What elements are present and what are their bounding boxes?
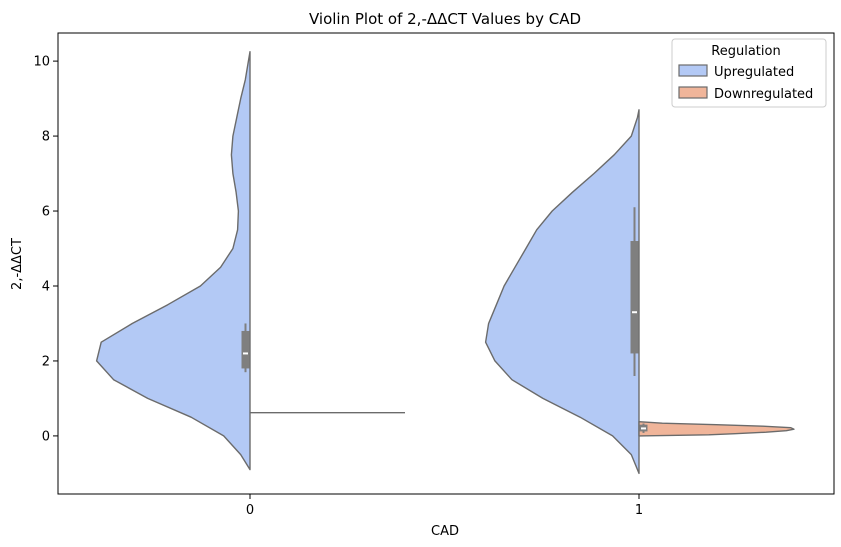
legend-swatch-downregulated (678, 86, 708, 99)
axes-frame (57, 32, 835, 495)
legend: Regulation Upregulated Downregulated (671, 38, 827, 108)
legend-frame (671, 38, 827, 108)
legend-title: Regulation (711, 44, 780, 59)
y-axis-label: 2,-ΔΔCT (10, 238, 25, 290)
x-tick-label: 0 (246, 503, 254, 518)
x-tick-label: 1 (635, 503, 643, 518)
plot-area (95, 51, 795, 475)
y-axis: 0 2 4 6 8 10 (33, 55, 58, 444)
legend-swatch-upregulated (678, 64, 708, 77)
legend-label-upregulated: Upregulated (714, 65, 794, 80)
violin-upregulated-cad-0 (95, 51, 251, 471)
iqr-box-upregulated-cad-1 (630, 241, 639, 354)
legend-label-downregulated: Downregulated (714, 87, 813, 102)
y-tick-label: 0 (42, 429, 50, 444)
chart-title: Violin Plot of 2,-ΔΔCT Values by CAD (309, 10, 581, 28)
violin-upregulated-cad-1 (484, 109, 640, 475)
x-axis-label: CAD (431, 524, 459, 539)
y-tick-label: 10 (33, 55, 50, 70)
y-tick-label: 8 (42, 130, 50, 145)
y-tick-label: 6 (42, 205, 50, 220)
y-tick-label: 4 (42, 279, 50, 294)
iqr-box-upregulated-cad-0 (241, 330, 250, 369)
y-tick-label: 2 (42, 354, 50, 369)
violin-downregulated-cad-1 (638, 420, 795, 437)
